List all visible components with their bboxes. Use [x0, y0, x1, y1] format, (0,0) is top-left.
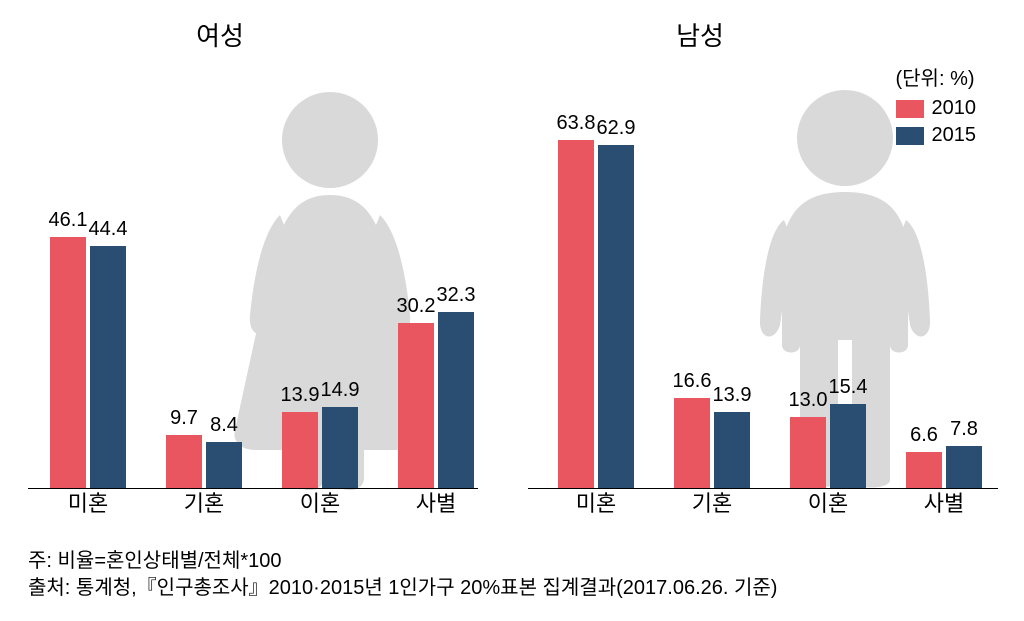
category-label: 기혼 [184, 486, 224, 518]
bar: 62.9 [598, 145, 634, 488]
legend-swatch-2015 [896, 127, 924, 145]
bar: 13.9 [714, 412, 750, 488]
bar-value-label: 9.7 [170, 407, 198, 430]
bar-value-label: 13.0 [789, 389, 828, 412]
bar-group: 13.914.9이혼 [282, 407, 358, 488]
bar-group: 9.78.4기혼 [166, 435, 242, 488]
bar-group: 13.015.4이혼 [790, 404, 866, 488]
bar-value-label: 8.4 [210, 414, 238, 437]
footnote-line-2: 출처: 통계청,『인구총조사』2010·2015년 1인가구 20%표본 집계결… [28, 575, 777, 602]
category-label: 이혼 [300, 486, 340, 518]
bar-value-label: 14.9 [321, 379, 360, 402]
bar-group: 46.144.4미혼 [50, 237, 126, 488]
bar: 32.3 [438, 312, 474, 488]
bar: 16.6 [674, 398, 710, 488]
legend-item-2015: 2015 [896, 124, 977, 147]
bar: 9.7 [166, 435, 202, 488]
bar: 7.8 [946, 446, 982, 489]
bar: 63.8 [558, 140, 594, 488]
footnote-line-1: 주: 비율=혼인상태별/전체*100 [28, 548, 777, 575]
legend: (단위: %) 2010 2015 [896, 62, 977, 151]
bars-panel-female: 46.144.4미혼 9.78.4기혼 13.914.9이혼 30.232.3사별 [32, 0, 492, 488]
footnotes: 주: 비율=혼인상태별/전체*100 출처: 통계청,『인구총조사』2010·2… [28, 548, 777, 602]
bar: 13.9 [282, 412, 318, 488]
legend-label-2015: 2015 [932, 124, 977, 147]
bar-value-label: 13.9 [713, 384, 752, 407]
bar: 13.0 [790, 417, 826, 488]
legend-label-2010: 2010 [932, 97, 977, 120]
bar-value-label: 63.8 [557, 112, 596, 135]
bar: 8.4 [206, 442, 242, 488]
category-label: 미혼 [68, 486, 108, 518]
bar-value-label: 32.3 [437, 284, 476, 307]
bar-value-label: 15.4 [829, 376, 868, 399]
category-label: 사별 [416, 486, 456, 518]
legend-swatch-2010 [896, 100, 924, 118]
bar-group: 30.232.3사별 [398, 312, 474, 488]
bar: 44.4 [90, 246, 126, 488]
category-label: 이혼 [808, 486, 848, 518]
legend-unit-label: (단위: %) [896, 62, 977, 91]
bar-value-label: 46.1 [49, 209, 88, 232]
legend-item-2010: 2010 [896, 97, 977, 120]
bar: 15.4 [830, 404, 866, 488]
category-label: 미혼 [576, 486, 616, 518]
bar: 46.1 [50, 237, 86, 488]
bar-value-label: 7.8 [950, 418, 978, 441]
bar-group: 63.862.9미혼 [558, 140, 634, 488]
bar: 14.9 [322, 407, 358, 488]
bar-value-label: 6.6 [910, 424, 938, 447]
bar-value-label: 62.9 [597, 117, 636, 140]
bar-value-label: 13.9 [281, 384, 320, 407]
bar: 30.2 [398, 323, 434, 488]
bar-value-label: 44.4 [89, 218, 128, 241]
bar: 6.6 [906, 452, 942, 488]
bar-group: 6.67.8사별 [906, 446, 982, 489]
bar-group: 16.613.9기혼 [674, 398, 750, 488]
category-label: 사별 [924, 486, 964, 518]
category-label: 기혼 [692, 486, 732, 518]
bar-value-label: 16.6 [673, 370, 712, 393]
bar-value-label: 30.2 [397, 295, 436, 318]
